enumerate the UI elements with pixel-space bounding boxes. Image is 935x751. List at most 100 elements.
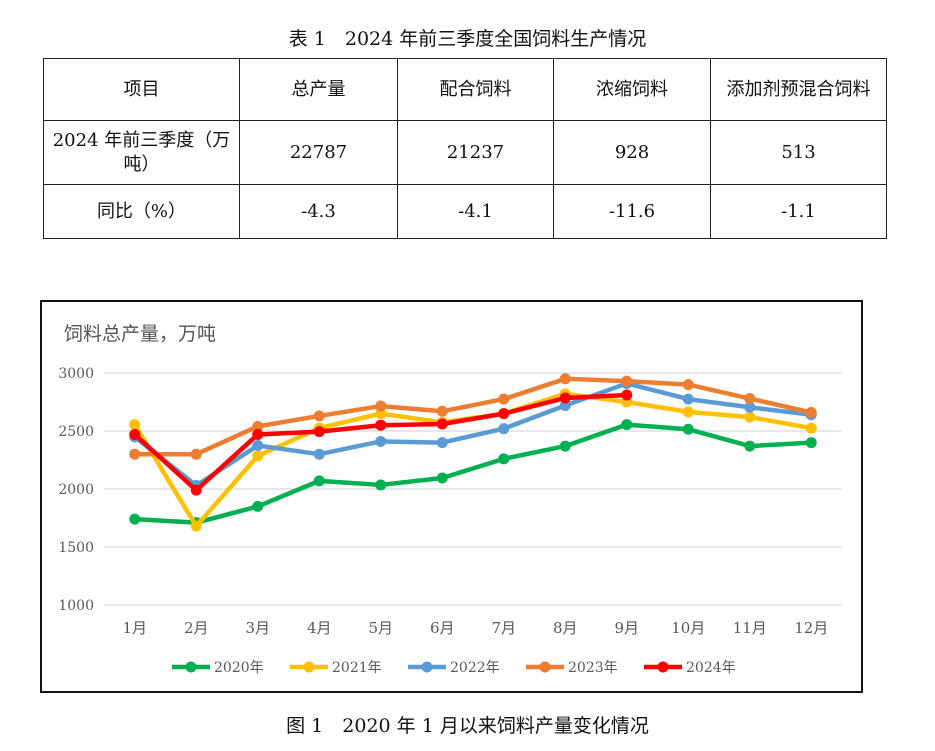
x-tick-label: 7月 — [491, 619, 516, 637]
feed-production-table: 项目 总产量 配合饲料 浓缩饲料 添加剂预混合饲料 2024 年前三季度（万吨）… — [43, 58, 887, 239]
data-point — [129, 419, 141, 431]
data-point — [621, 375, 633, 387]
data-point — [375, 479, 387, 491]
data-point — [436, 405, 448, 417]
cell: 22787 — [239, 120, 398, 185]
table-caption: 表 1 2024 年前三季度全国饲料生产情况 — [288, 28, 647, 50]
x-tick-label: 12月 — [794, 619, 828, 637]
x-tick-label: 11月 — [733, 619, 767, 637]
x-tick-label: 3月 — [245, 619, 270, 637]
x-tick-label: 2月 — [184, 619, 209, 637]
data-point — [129, 448, 141, 460]
row-label: 同比（%） — [43, 184, 240, 239]
y-tick-label: 2000 — [58, 482, 94, 498]
data-point — [129, 428, 141, 440]
data-point — [313, 410, 325, 422]
cell: 21237 — [397, 120, 554, 185]
data-point — [129, 513, 141, 525]
header-total: 总产量 — [239, 58, 398, 121]
data-point — [559, 373, 571, 385]
legend-marker — [303, 661, 315, 673]
series-2023年 — [129, 373, 817, 460]
series-line — [133, 381, 812, 488]
x-tick-label: 5月 — [368, 619, 393, 637]
data-point — [744, 401, 756, 413]
legend-label: 2024年 — [686, 660, 736, 676]
x-tick-label: 6月 — [430, 619, 455, 637]
data-point — [682, 406, 694, 418]
data-point — [436, 418, 448, 430]
data-point — [744, 393, 756, 405]
legend-label: 2022年 — [450, 660, 500, 676]
data-point — [190, 484, 202, 496]
legend-label: 2021年 — [332, 660, 382, 676]
line-chart: 饲料总产量，万吨 1000 1500 2000 2500 3000 1月 2月 3月 4月 5月 6… — [40, 300, 863, 693]
data-point — [190, 448, 202, 460]
data-point — [559, 440, 571, 452]
cell: -1.1 — [710, 184, 887, 239]
data-point — [375, 435, 387, 447]
data-point — [375, 408, 387, 420]
data-point — [805, 422, 817, 434]
data-point — [498, 393, 510, 405]
data-point — [559, 392, 571, 404]
data-point — [252, 420, 264, 432]
data-point — [252, 428, 264, 440]
data-point — [744, 411, 756, 423]
data-point — [559, 399, 571, 411]
data-point — [313, 448, 325, 460]
chart-title: 饲料总产量，万吨 — [64, 323, 216, 345]
y-tick-label: 3000 — [58, 366, 94, 382]
cell: -4.3 — [239, 184, 398, 239]
cell: 928 — [553, 120, 711, 185]
cell: -4.1 — [397, 184, 554, 239]
x-tick-label: 9月 — [614, 619, 639, 637]
data-point — [744, 440, 756, 452]
legend-label: 2023年 — [568, 660, 618, 676]
y-tick-label: 1500 — [58, 540, 94, 556]
x-tick-label: 1月 — [122, 619, 147, 637]
series-2020年 — [129, 419, 817, 529]
y-tick-label: 2500 — [58, 424, 94, 440]
row-label: 2024 年前三季度（万吨） — [43, 120, 240, 185]
data-point — [313, 426, 325, 438]
data-point — [805, 406, 817, 418]
data-point — [252, 500, 264, 512]
header-item: 项目 — [43, 58, 240, 121]
cell: 513 — [710, 120, 887, 185]
data-point — [498, 453, 510, 465]
data-point — [313, 475, 325, 487]
cell: -11.6 — [553, 184, 711, 239]
data-point — [252, 450, 264, 462]
figure-caption: 图 1 2020 年 1 月以来饲料产量变化情况 — [286, 715, 649, 737]
x-tick-label: 8月 — [553, 619, 578, 637]
data-point — [621, 419, 633, 431]
series-2024年 — [129, 389, 633, 496]
series-line — [134, 422, 812, 525]
data-point — [682, 393, 694, 405]
header-premix: 添加剂预混合饲料 — [710, 58, 887, 121]
data-point — [805, 437, 817, 449]
data-point — [682, 379, 694, 391]
x-tick-label: 4月 — [307, 619, 332, 637]
series-line — [134, 376, 812, 457]
legend-marker — [657, 661, 669, 673]
legend-label: 2020年 — [214, 660, 264, 676]
data-point — [252, 440, 264, 451]
legend-marker — [421, 661, 433, 673]
chart-svg: 饲料总产量，万吨 1000 1500 2000 2500 3000 1月 2月 3月 4月 5月 6… — [58, 323, 842, 676]
data-point — [436, 437, 448, 449]
data-point — [498, 423, 510, 435]
y-tick-label: 1000 — [58, 598, 94, 614]
data-point — [621, 389, 633, 401]
legend-marker — [185, 661, 197, 673]
data-point — [498, 408, 510, 420]
header-compound: 配合饲料 — [397, 58, 554, 121]
header-concentrate: 浓缩饲料 — [553, 58, 711, 121]
data-point — [436, 472, 448, 484]
data-point — [375, 400, 387, 412]
data-point — [190, 520, 202, 532]
data-point — [682, 423, 694, 435]
data-point — [375, 419, 387, 431]
legend-marker — [539, 661, 551, 673]
